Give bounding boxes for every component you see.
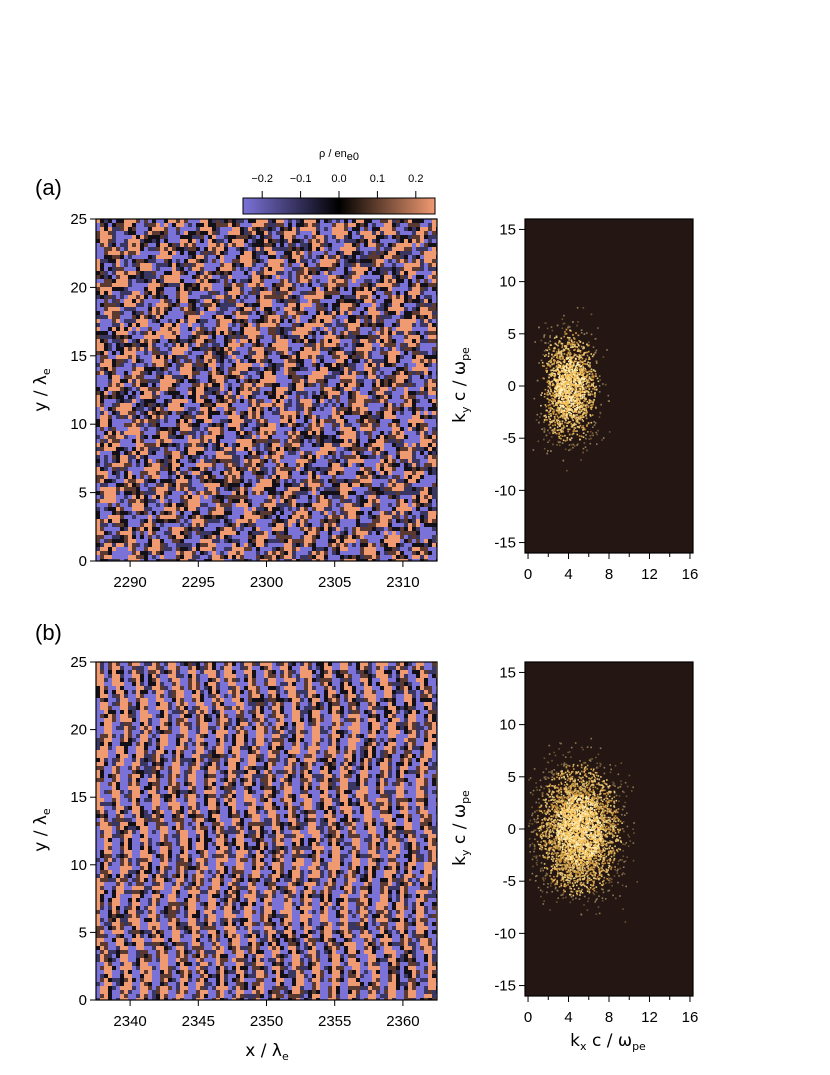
x-tick-label: 8 <box>605 566 613 583</box>
x-tick-label: 16 <box>682 1009 699 1026</box>
y-tick-label: 0 <box>508 821 516 838</box>
colorbar-tick-label: 0.1 <box>370 173 385 185</box>
ky-axis-label-a: ky c / ωpe <box>450 347 472 423</box>
y-tick-label: -10 <box>494 482 516 499</box>
x-tick-label: 2340 <box>113 1013 146 1030</box>
y-tick-label: 25 <box>70 211 87 228</box>
colorbar-title: ρ / ene0 <box>319 148 359 163</box>
x-tick-label: 2305 <box>318 574 351 591</box>
y-tick-label: 15 <box>70 789 87 806</box>
x-tick-label: 2360 <box>386 1013 419 1030</box>
x-tick-label: 8 <box>605 1009 613 1026</box>
x-tick-label: 2300 <box>250 574 283 591</box>
colorbar-tick-label: 0.2 <box>408 173 423 185</box>
panel-label-a: (a) <box>35 175 62 200</box>
spectrum-background <box>525 219 693 553</box>
y-tick-label: -15 <box>494 978 516 995</box>
x-tick-label: 2345 <box>182 1013 215 1030</box>
y-tick-label: 0 <box>508 378 516 395</box>
x-tick-label: 2290 <box>113 574 146 591</box>
y-tick-label: 25 <box>70 654 87 671</box>
density-map-a: 2290 2295 2300 2305 2310 0 5 10 15 20 25 <box>70 211 438 591</box>
y-tick-label: 10 <box>70 416 87 433</box>
colorbar-tick-label: −0.2 <box>251 173 273 185</box>
colorbar-tick-label: −0.1 <box>290 173 312 185</box>
spectrum-map-b: 0 4 8 12 16 -15 -10 -5 0 5 10 15 <box>494 661 699 1026</box>
y-tick-label: -15 <box>494 535 516 552</box>
spectrum-map-a: 0 4 8 12 16 -15 -10 -5 0 5 10 15 <box>494 218 699 583</box>
x-tick-label: 12 <box>641 1009 658 1026</box>
density-cells <box>96 662 437 1000</box>
y-tick-label: 15 <box>70 348 87 365</box>
y-tick-label: -5 <box>503 430 516 447</box>
kx-axis-label-b: kx c / ωpe <box>570 1031 646 1053</box>
x-tick-label: 0 <box>524 566 532 583</box>
y-tick-label: 15 <box>499 664 516 681</box>
x-tick-label: 4 <box>564 566 572 583</box>
y-tick-label: 20 <box>70 722 87 739</box>
y-tick-label: 20 <box>70 279 87 296</box>
y-tick-label: 10 <box>499 717 516 734</box>
y-tick-label: 15 <box>499 221 516 238</box>
y-tick-label: 5 <box>79 924 87 941</box>
y-tick-label: -10 <box>494 925 516 942</box>
x-tick-label: 0 <box>524 1009 532 1026</box>
x-tick-label: 16 <box>682 566 699 583</box>
ky-axis-label-b: ky c / ωpe <box>450 790 472 866</box>
y-tick-label: 5 <box>508 326 516 343</box>
y-tick-label: 10 <box>70 857 87 874</box>
x-tick-label: 12 <box>641 566 658 583</box>
colorbar-ticks: −0.2 −0.1 0.0 0.1 0.2 <box>251 173 423 198</box>
y-tick-label: 5 <box>79 485 87 502</box>
colorbar-gradient <box>242 197 436 215</box>
x-tick-label: 2310 <box>386 574 419 591</box>
y-tick-label: 5 <box>508 769 516 786</box>
x-tick-label: 2355 <box>318 1013 351 1030</box>
y-tick-label: 0 <box>79 553 87 570</box>
density-cells <box>96 219 437 561</box>
x-axis-label-b: x / λe <box>245 1041 289 1063</box>
colorbar: ρ / ene0 −0.2 −0.1 0.0 0.1 0.2 <box>242 148 436 215</box>
panel-label-b: (b) <box>35 620 62 645</box>
x-tick-label: 2350 <box>250 1013 283 1030</box>
x-tick-label: 2295 <box>182 574 215 591</box>
density-map-b: 2340 2345 2350 2355 2360 0 5 10 15 20 25 <box>70 654 438 1030</box>
y-axis-label-b: y / λe <box>31 808 53 852</box>
y-tick-label: 10 <box>499 274 516 291</box>
y-axis-label-a: y / λe <box>31 368 53 412</box>
colorbar-tick-label: 0.0 <box>331 173 346 185</box>
x-tick-label: 4 <box>564 1009 572 1026</box>
y-tick-label: 0 <box>79 992 87 1009</box>
y-tick-label: -5 <box>503 873 516 890</box>
